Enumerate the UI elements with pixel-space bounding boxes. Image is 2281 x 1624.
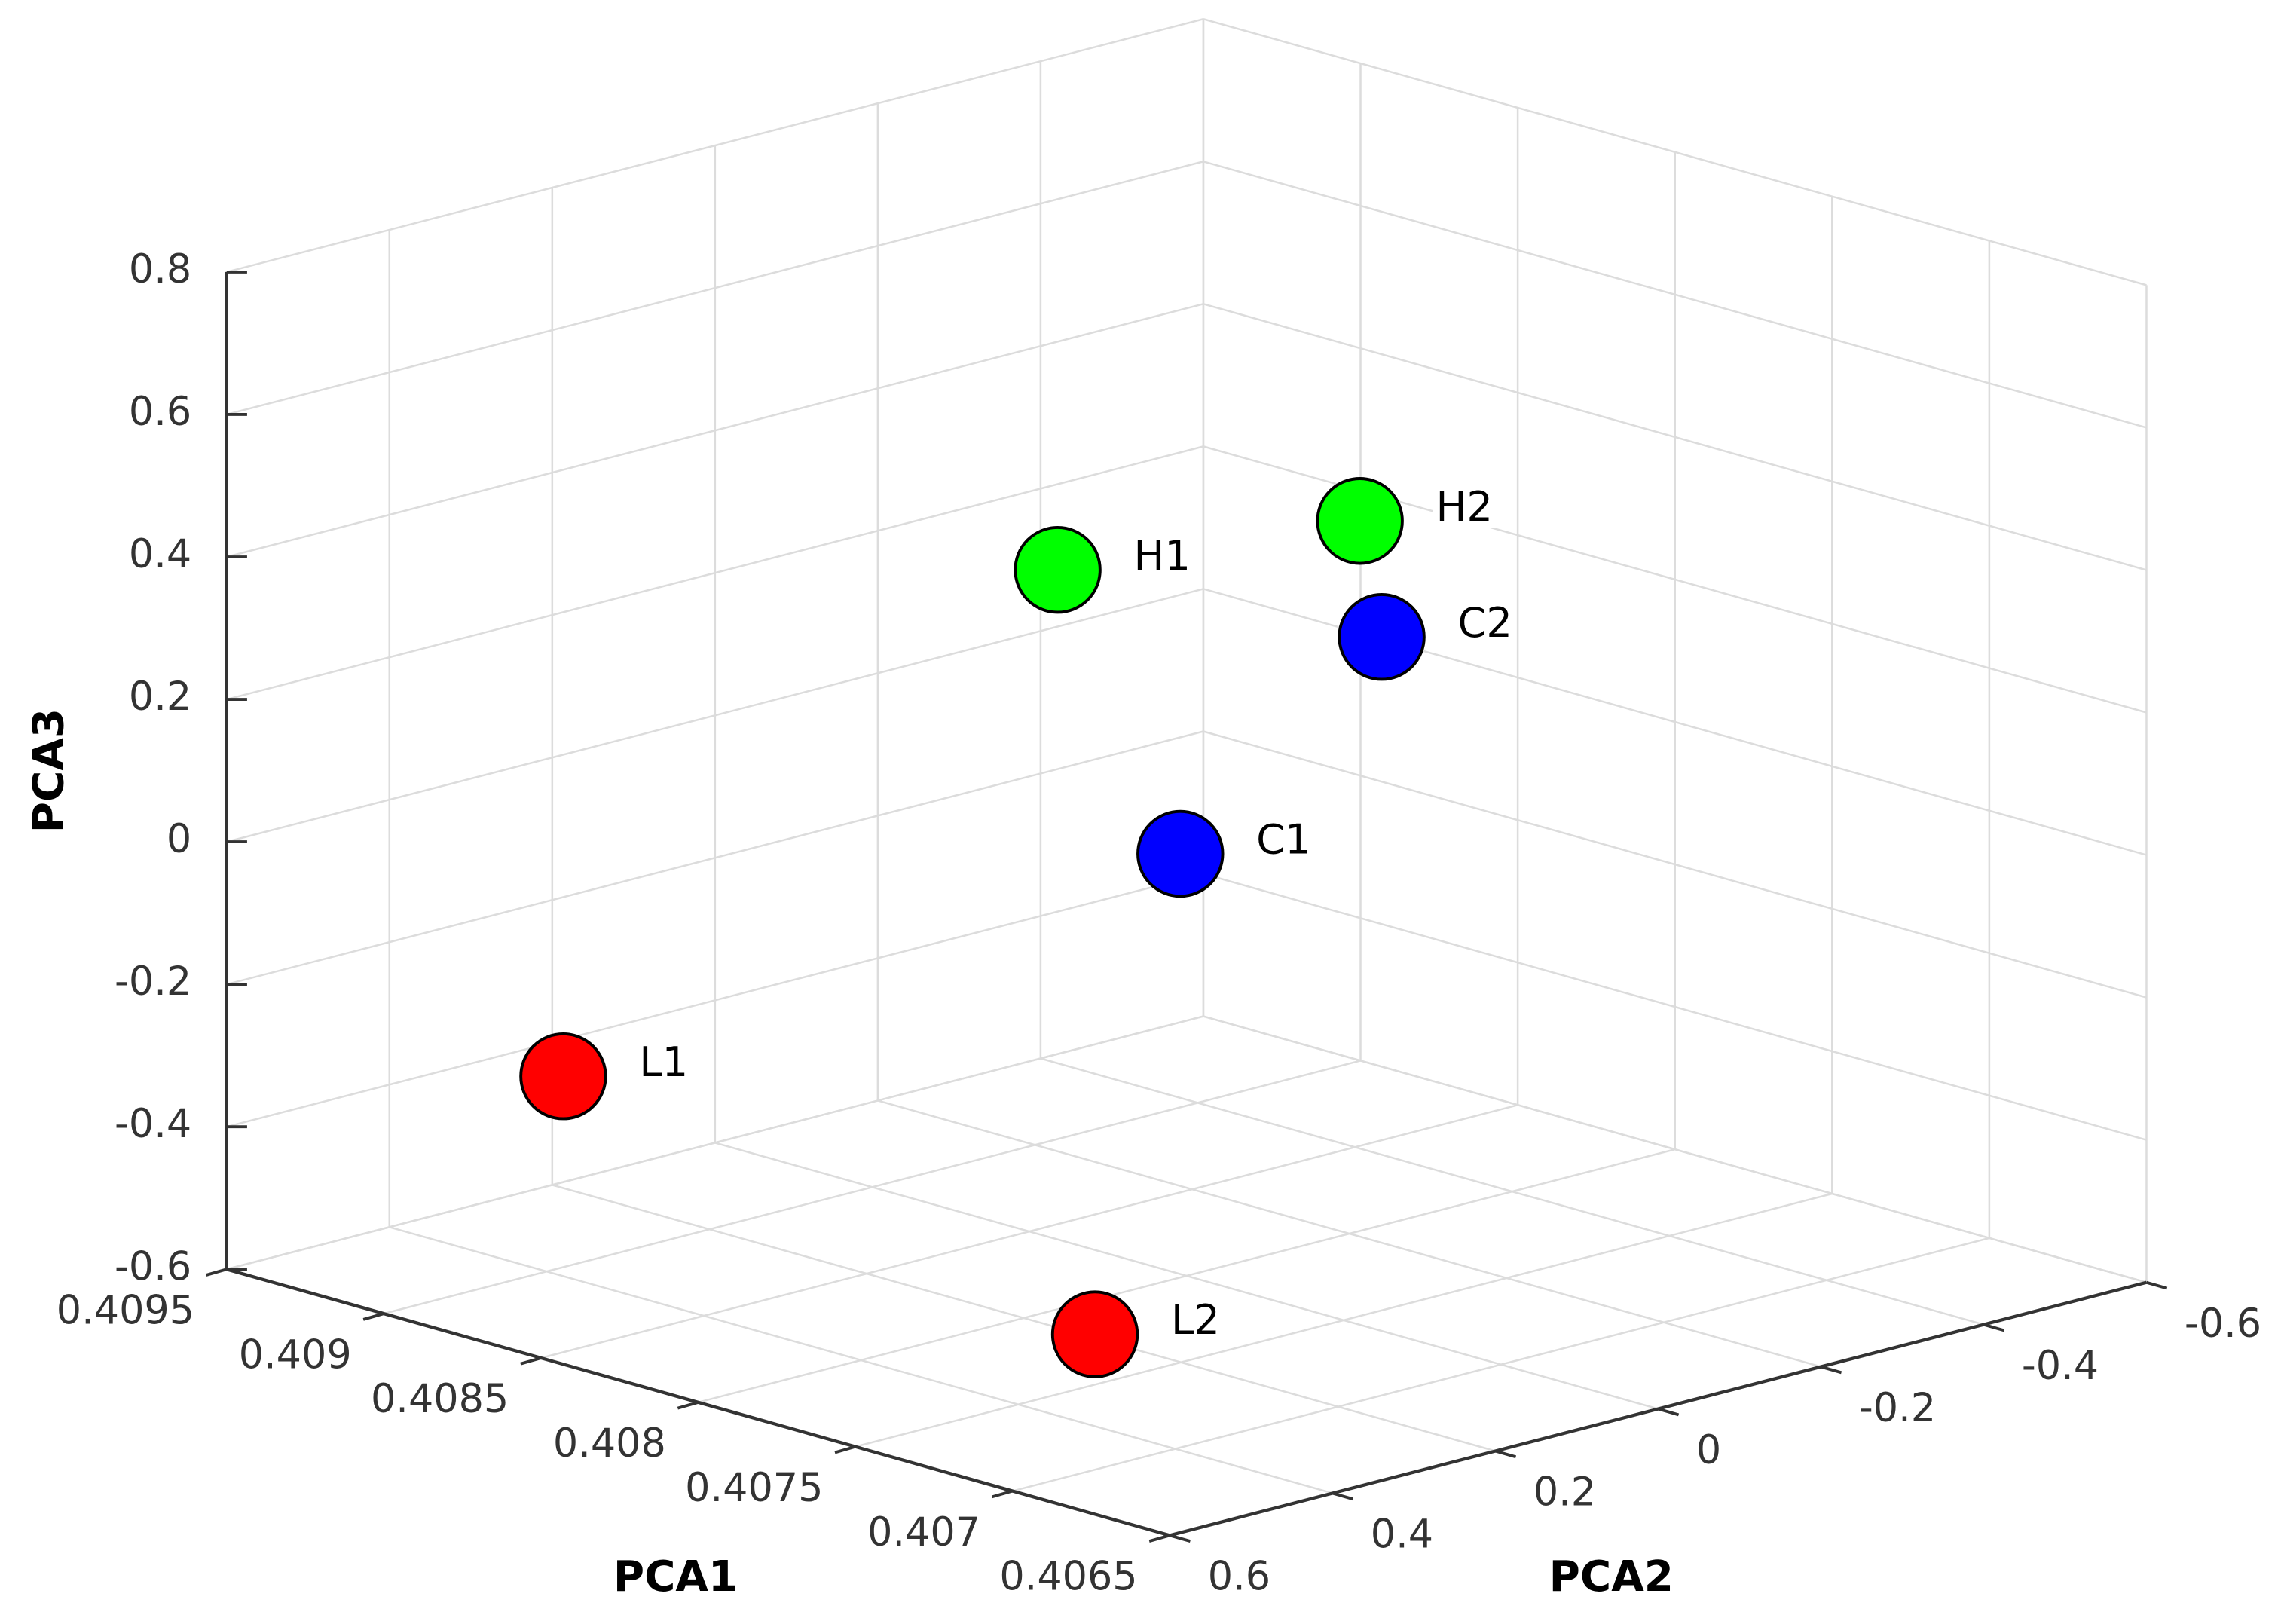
tick-mark [1820, 1365, 1842, 1375]
point [1050, 1290, 1139, 1378]
tick-mark [1657, 1407, 1680, 1417]
point-label: H1 [1133, 532, 1190, 580]
tick-mark [206, 1268, 228, 1277]
x-tick-label: 0.407 [867, 1509, 980, 1555]
grid-line [1203, 303, 2147, 571]
x-axis-label: PCA1 [613, 1552, 738, 1601]
grid-line [226, 873, 1204, 1128]
point [1338, 592, 1426, 681]
tick-mark [1332, 1491, 1354, 1501]
grid-line [226, 445, 1204, 701]
grid-line [1203, 161, 2147, 429]
grid-line [1203, 1015, 2147, 1283]
grid-line [226, 18, 1204, 274]
grid-line [552, 1184, 1496, 1452]
z-tick-label: 0.6 [129, 389, 191, 435]
z-tick-label: -0.6 [115, 1243, 191, 1289]
y-tick-label: -0.4 [2022, 1343, 2099, 1389]
grid-line [226, 730, 1204, 986]
point [519, 1032, 607, 1121]
grid-line [1203, 873, 2147, 1141]
tick-mark [834, 1445, 856, 1454]
tick-mark [520, 1356, 542, 1366]
x-tick-label: 0.4065 [999, 1554, 1137, 1600]
point-label: H2 [1436, 483, 1493, 531]
grid-line [1203, 18, 2147, 286]
y-tick-label: 0.2 [1533, 1470, 1596, 1515]
x-tick-label: 0.409 [239, 1332, 352, 1378]
z-tick-label: 0 [167, 816, 191, 862]
z-tick-label: -0.4 [115, 1101, 191, 1147]
y-tick-label: 0 [1696, 1427, 1721, 1473]
tick-mark [1983, 1323, 2005, 1332]
y-axis-label: PCA2 [1549, 1552, 1674, 1601]
z-tick-label: -0.2 [115, 959, 191, 1005]
point-label: L2 [1171, 1296, 1220, 1344]
x-tick-label: 0.4095 [57, 1287, 194, 1333]
y-tick-label: 0.6 [1208, 1554, 1270, 1600]
point-label: C1 [1256, 816, 1311, 864]
tick-mark [1169, 1534, 1191, 1543]
point [1014, 525, 1102, 614]
tick-mark [677, 1400, 699, 1410]
grid-line [226, 303, 1204, 558]
z-tick-label: 0.2 [129, 674, 191, 720]
y-tick-label: 0.4 [1371, 1512, 1433, 1558]
y-tick-label: -0.6 [2185, 1301, 2261, 1347]
y-tick-label: -0.2 [1859, 1385, 1936, 1431]
grid-line [226, 1015, 1204, 1271]
grid-line [877, 1099, 1821, 1368]
tick-mark [1148, 1534, 1170, 1543]
tick-mark [2145, 1280, 2168, 1290]
z-axis-label: PCA3 [25, 708, 74, 833]
x-tick-label: 0.4085 [371, 1376, 509, 1422]
grid-line [226, 588, 1204, 843]
x-tick-label: 0.408 [553, 1421, 666, 1466]
z-tick-label: 0.8 [129, 246, 191, 292]
grid-line [714, 1142, 1659, 1410]
tick-mark [362, 1312, 384, 1321]
x-tick-label: 0.4075 [685, 1465, 823, 1511]
tick-mark [992, 1489, 1014, 1499]
grid-line [226, 161, 1204, 416]
point [1316, 477, 1404, 565]
grid-line [389, 1226, 1333, 1494]
point [1136, 809, 1225, 898]
tick-mark [1494, 1449, 1517, 1459]
point-label: L1 [639, 1038, 688, 1086]
z-tick-label: 0.4 [129, 531, 191, 577]
point-label: C2 [1457, 599, 1512, 647]
grid-line [1040, 1057, 1984, 1326]
grid-line [1203, 730, 2147, 999]
